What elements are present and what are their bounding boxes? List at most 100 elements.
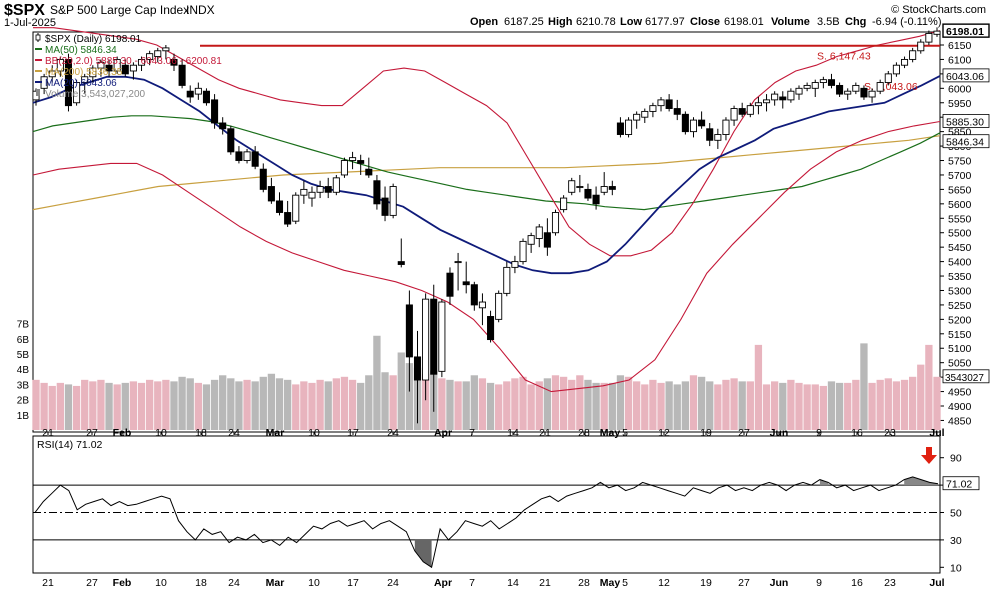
volume-bar	[925, 344, 933, 430]
volume-bar	[454, 381, 462, 430]
support-label-1: S. 6,147.43	[817, 51, 871, 63]
price-tick-label: 5500	[948, 228, 972, 240]
candle-body	[202, 90, 210, 104]
volume-bar	[170, 381, 178, 430]
volume-bar	[162, 379, 170, 430]
candle-body	[633, 113, 641, 121]
volume-bar	[267, 373, 276, 430]
candle-body	[340, 160, 348, 176]
candle-body	[478, 301, 486, 309]
volume-bar	[186, 378, 194, 430]
volume-bar	[365, 375, 373, 430]
candle-body	[113, 58, 121, 72]
x-axis-label-bottom: Mar	[266, 577, 285, 589]
price-value-box	[942, 68, 990, 83]
candle-body	[763, 99, 771, 104]
candle-body	[600, 186, 608, 193]
candle-body	[746, 105, 754, 115]
volume-bar	[113, 384, 121, 430]
volume-bar	[811, 384, 819, 430]
rsi-oversold-fill	[414, 539, 432, 568]
volume-bar	[714, 384, 722, 430]
volume-bar	[527, 384, 535, 430]
candle-body	[803, 84, 811, 89]
symbol-title: $SPX	[4, 2, 45, 19]
volume-bar	[283, 379, 292, 430]
candle-body	[925, 32, 933, 43]
rsi-tick-label: 10	[950, 562, 962, 574]
candle-body	[275, 200, 284, 213]
price-value-label: 6043.06	[946, 71, 984, 83]
volume-bar	[876, 379, 884, 430]
candle-body	[625, 119, 633, 135]
legend-entry: Volume 3,543,027,200	[45, 89, 146, 100]
volume-bar	[860, 343, 868, 430]
candle-body	[641, 110, 649, 118]
candle-body	[357, 160, 365, 164]
candle-body	[97, 61, 105, 69]
volume-bar	[72, 385, 81, 430]
volume-bar	[235, 381, 243, 430]
legend-marker	[36, 89, 40, 96]
candle-body	[852, 84, 860, 92]
candle-body	[324, 186, 332, 193]
candle-body	[892, 64, 900, 75]
candle-body	[681, 113, 689, 133]
price-value-label: 6198.01	[946, 26, 984, 38]
candle-body	[462, 281, 470, 286]
candle-body	[81, 76, 89, 83]
volume-bar	[210, 379, 219, 430]
chg-label: Chg	[845, 16, 866, 28]
candle-body	[787, 90, 795, 101]
volume-bar	[746, 381, 754, 430]
volume-bar	[933, 376, 941, 430]
volume-bar	[348, 379, 357, 430]
x-axis-label-top: 27	[86, 427, 98, 439]
x-axis-label-top: 24	[387, 427, 399, 439]
candle-body	[178, 64, 186, 86]
open-label: Open	[470, 16, 498, 28]
candle-body	[186, 90, 194, 98]
candle-body	[730, 108, 738, 121]
price-tick-label: 5350	[948, 271, 972, 283]
volume-bar	[551, 375, 560, 430]
header-svg: $SPX S&P 500 Large Cap Index INDX 1-Jul-…	[4, 2, 986, 29]
x-axis-label-bottom: 28	[578, 577, 590, 589]
volume-bar	[503, 381, 511, 430]
volume-bar	[32, 379, 40, 430]
volume-bar	[511, 378, 519, 430]
candle-body	[137, 58, 146, 66]
rsi-panel-frame	[32, 435, 941, 574]
candle-body	[551, 212, 560, 234]
x-axis-label-top: 17	[347, 427, 359, 439]
volume-bar	[308, 382, 316, 430]
volume-bar	[129, 381, 138, 430]
volume-bar	[608, 382, 616, 430]
price-tick-label: 5050	[948, 358, 972, 370]
candle-body	[827, 79, 836, 86]
candle-body	[430, 298, 438, 375]
chg-value: -6.94 (-0.11%)	[872, 16, 942, 28]
x-axis-label-bottom: 21	[42, 577, 54, 589]
volume-bar	[389, 375, 397, 430]
legend-entry: $SPX (Daily) 6198.01	[45, 34, 142, 45]
candle-body	[381, 197, 389, 216]
volume-axis-label: 4B	[17, 365, 30, 376]
x-axis-label-top: 7	[469, 427, 475, 439]
candle-body	[543, 232, 551, 248]
volume-bar	[592, 382, 600, 430]
x-axis-label-top: 10	[155, 427, 167, 439]
candle-body	[397, 261, 405, 265]
volume-bar	[827, 381, 836, 430]
candle-body	[365, 168, 373, 176]
volume-bar	[227, 378, 235, 430]
volume-bar	[381, 372, 389, 430]
candle-body	[844, 90, 852, 95]
x-axis-label-top: Mar	[266, 427, 285, 439]
volume-bar	[316, 379, 324, 430]
x-axis-label-top: 21	[42, 427, 54, 439]
ma200-line	[32, 135, 941, 211]
volume-bar	[884, 378, 892, 430]
volume-bar	[470, 375, 478, 430]
